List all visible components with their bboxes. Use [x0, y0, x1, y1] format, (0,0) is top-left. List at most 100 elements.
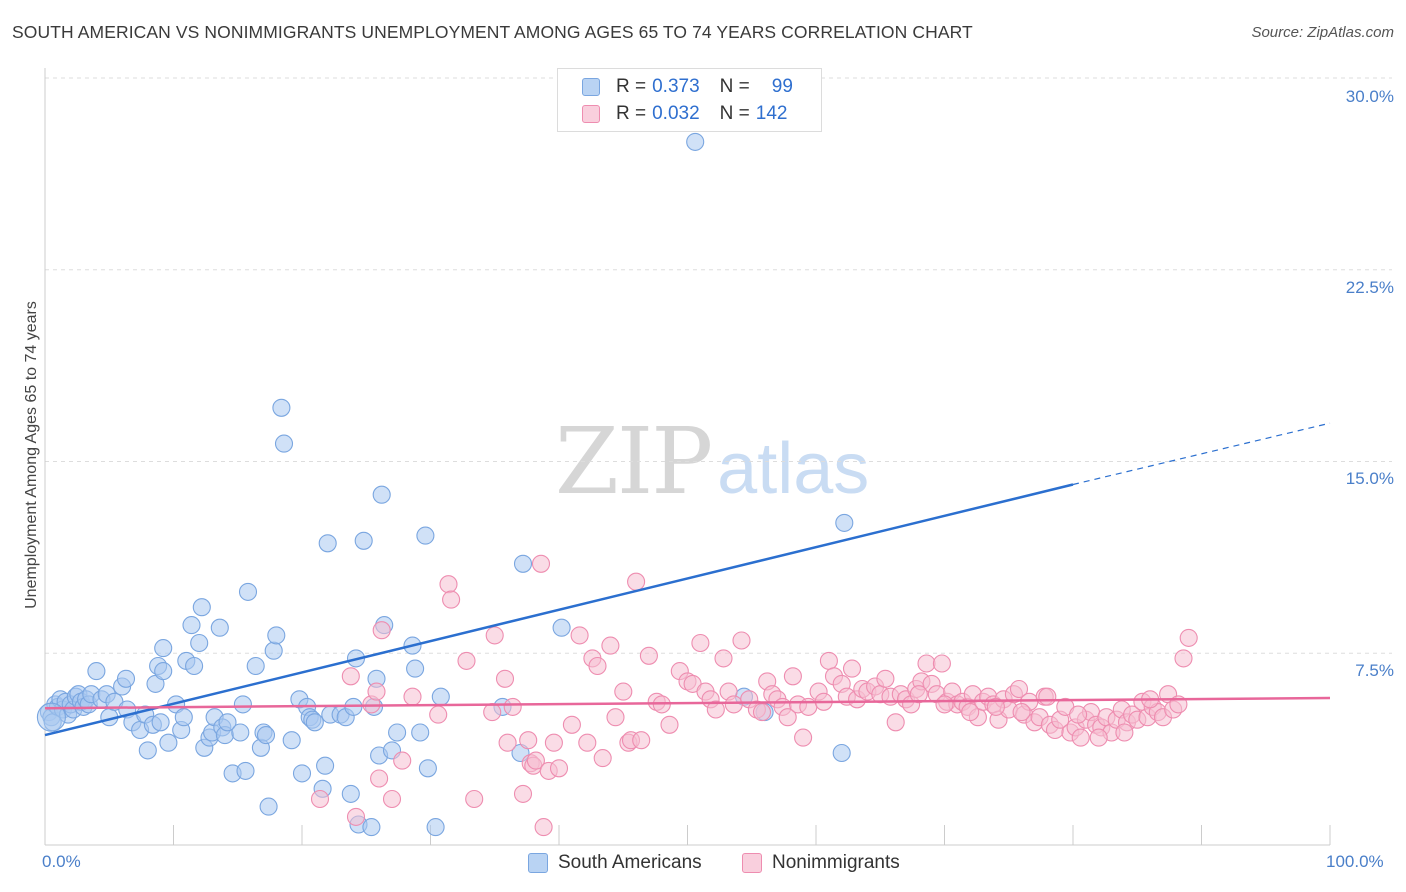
- nonimmigrants-point: [1012, 703, 1031, 722]
- nonimmigrants-point: [714, 649, 733, 668]
- nonimmigrants-point: [534, 818, 553, 837]
- nonimmigrants-point: [819, 651, 838, 670]
- nonimmigrants-point: [498, 733, 517, 752]
- south-americans-point: [354, 531, 373, 550]
- y-tick-label-7-5: 7.5%: [1355, 661, 1394, 680]
- south-americans-point: [552, 618, 571, 637]
- south-americans-point: [416, 526, 435, 545]
- legend-item-nonimmigrants[interactable]: Nonimmigrants: [742, 852, 900, 874]
- legend-row-south-americans: R = 0.373 N = 99: [582, 75, 793, 99]
- south-americans-point: [513, 554, 533, 573]
- legend-r-label: R =: [616, 103, 647, 124]
- south-americans-point: [264, 641, 283, 660]
- nonimmigrants-point: [917, 654, 936, 673]
- nonimmigrants-point: [367, 682, 386, 701]
- chart-source: Source: ZipAtlas.com: [1251, 24, 1394, 41]
- nonimmigrants-point: [660, 715, 679, 734]
- nonimmigrants-point: [370, 769, 389, 788]
- south-americans-point: [236, 761, 255, 780]
- nonimmigrants-point: [382, 789, 402, 809]
- nonimmigrants-point: [549, 759, 569, 778]
- south-americans-point: [267, 626, 286, 645]
- nonimmigrants-point: [601, 636, 620, 655]
- y-axis-label: Unemployment Among Ages 65 to 74 years: [23, 301, 40, 609]
- south-americans-point: [388, 723, 407, 742]
- south-americans-point: [411, 723, 430, 742]
- nonimmigrants-point: [886, 713, 905, 732]
- nonimmigrants-point: [842, 659, 862, 678]
- south-americans-point: [292, 764, 312, 783]
- south-americans-point: [36, 702, 66, 732]
- legend-swatch-pink: [742, 853, 762, 873]
- nonimmigrants-point: [724, 695, 743, 714]
- nonimmigrants-point: [403, 687, 422, 706]
- nonimmigrants-point: [639, 646, 658, 665]
- nonimmigrants-point: [986, 697, 1005, 716]
- south-americans-point: [159, 733, 178, 752]
- nonimmigrants-point: [1009, 679, 1029, 699]
- nonimmigrants-point: [531, 554, 551, 573]
- watermark-atlas: atlas: [717, 429, 870, 509]
- south-americans-point: [274, 434, 294, 453]
- nonimmigrants-point: [519, 731, 538, 750]
- south-americans-point: [256, 726, 276, 745]
- legend-label-south-americans: South Americans: [558, 852, 702, 873]
- legend-r-label: R =: [616, 76, 647, 97]
- nonimmigrants-point: [606, 708, 625, 727]
- south-americans-point: [431, 687, 450, 706]
- legend-swatch-pink: [582, 105, 600, 123]
- y-tick-label-30: 30.0%: [1345, 87, 1394, 106]
- south-americans-point: [218, 713, 237, 732]
- legend-label-nonimmigrants: Nonimmigrants: [772, 852, 900, 873]
- nonimmigrants-point: [1174, 649, 1193, 668]
- nonimmigrants-point: [794, 728, 813, 747]
- nonimmigrants-point: [485, 626, 504, 645]
- legend-item-south-americans[interactable]: South Americans: [528, 852, 702, 874]
- nonimmigrants-point: [614, 682, 633, 701]
- south-americans-point: [259, 797, 278, 816]
- nonimmigrants-point: [909, 685, 928, 704]
- nonimmigrants-point: [1038, 687, 1057, 706]
- nonimmigrants-point: [778, 708, 797, 727]
- legend-n-value: 99: [771, 76, 793, 97]
- nonimmigrants-point: [393, 751, 412, 770]
- south-americans-point: [305, 713, 324, 732]
- south-americans-point: [406, 659, 425, 678]
- nonimmigrants-point: [483, 703, 502, 722]
- nonimmigrants-point: [932, 654, 951, 673]
- south-americans-point: [318, 534, 337, 553]
- nonimmigrants-point: [706, 700, 725, 719]
- y-tick-label-22-5: 22.5%: [1345, 278, 1394, 297]
- south-americans-point: [138, 741, 157, 760]
- legend-r-value: 0.032: [652, 103, 700, 124]
- south-americans-point: [832, 743, 851, 763]
- south-americans-point: [192, 598, 211, 617]
- south-americans-point: [151, 713, 170, 732]
- south-americans-point: [116, 669, 136, 688]
- nonimmigrants-point: [495, 669, 515, 688]
- south-americans-point: [174, 708, 193, 727]
- nonimmigrants-point: [1115, 723, 1134, 742]
- south-americans-point: [272, 398, 291, 417]
- nonimmigrants-point: [503, 697, 522, 716]
- legend-swatch-blue: [582, 78, 600, 96]
- nonimmigrants-point: [341, 667, 360, 686]
- south-americans-point: [362, 818, 381, 837]
- nonimmigrants-point: [346, 807, 366, 826]
- nonimmigrants-point: [1089, 728, 1108, 747]
- south-americans-point: [182, 616, 201, 635]
- south-americans-point: [246, 656, 265, 676]
- x-tick-label-100: 100.0%: [1326, 852, 1384, 871]
- south-americans-point: [185, 656, 204, 676]
- nonimmigrants-point: [588, 656, 607, 676]
- legend-n-label: N =: [719, 103, 750, 124]
- nonimmigrants-point: [1179, 628, 1198, 647]
- nonimmigrants-point: [732, 631, 751, 650]
- nonimmigrants-point: [935, 695, 954, 714]
- south-americans-point: [233, 695, 252, 714]
- legend-swatch-blue: [528, 853, 548, 873]
- south-americans-point: [426, 818, 445, 837]
- south-americans-point: [316, 756, 335, 775]
- south-americans-point: [154, 662, 173, 681]
- nonimmigrants-point: [310, 789, 330, 809]
